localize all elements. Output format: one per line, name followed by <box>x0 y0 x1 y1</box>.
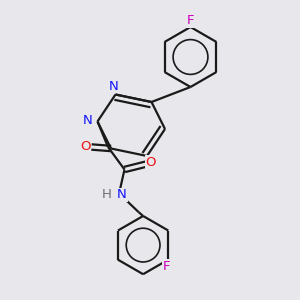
Text: F: F <box>163 260 171 273</box>
Text: F: F <box>187 14 194 27</box>
Text: O: O <box>146 156 156 169</box>
Text: N: N <box>117 188 127 202</box>
Text: N: N <box>83 113 93 127</box>
Text: N: N <box>109 80 119 93</box>
Text: H: H <box>102 188 111 202</box>
Text: O: O <box>80 140 91 154</box>
